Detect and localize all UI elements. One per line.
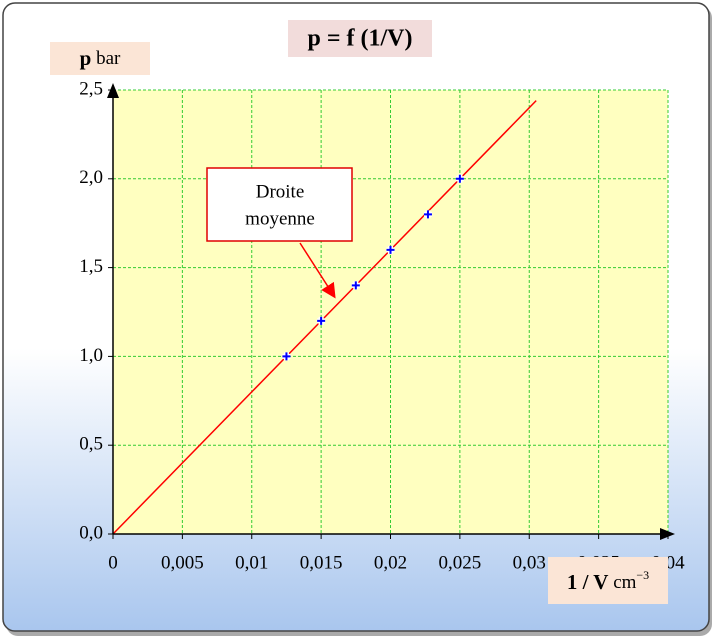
y-label-unit: bar	[96, 48, 121, 69]
x-label-symbol: 1 / V	[567, 570, 609, 594]
x-tick-label: 0,01	[235, 552, 268, 573]
point-cross	[351, 281, 360, 290]
y-tick-label: 0,0	[79, 522, 103, 543]
x-axis-label: 1 / V cm−3	[567, 568, 649, 594]
y-label-symbol: p	[80, 46, 92, 70]
fit-line	[112, 100, 537, 535]
annotation-box	[206, 167, 353, 242]
annotation-arrow	[299, 242, 336, 299]
y-tick-label: 1,5	[79, 256, 103, 277]
chart-title: p = f (1/V)	[308, 26, 413, 52]
x-tick-label: 0,02	[374, 552, 407, 573]
x-tick-label: 0	[108, 552, 118, 573]
data-point	[455, 174, 464, 183]
data-point	[282, 352, 291, 361]
x-tick-label: 0,005	[161, 552, 204, 573]
y-tick-label: 2,0	[79, 167, 103, 188]
title-box	[288, 20, 432, 57]
annotation-line: Droite	[256, 181, 305, 202]
annotation-line: moyenne	[245, 208, 315, 229]
x-label-unit: cm	[613, 572, 636, 593]
data-point	[317, 316, 326, 325]
x-tick-label: 0,03	[513, 552, 546, 573]
y-tick-label: 2,5	[79, 78, 103, 99]
data-point	[351, 281, 360, 290]
y-label-box	[50, 42, 150, 75]
x-tick-label: 0,015	[300, 552, 343, 573]
point-cross	[423, 210, 432, 219]
y-tick-label: 1,0	[79, 345, 103, 366]
x-label-box	[548, 557, 668, 604]
y-axis-label: p bar	[80, 46, 121, 70]
point-cross	[282, 352, 291, 361]
point-cross	[317, 316, 326, 325]
x-tick-label: 0,025	[439, 552, 482, 573]
x-label-exponent: −3	[636, 568, 649, 582]
point-cross	[455, 174, 464, 183]
y-tick-label: 0,5	[79, 434, 103, 455]
data-point	[386, 245, 395, 254]
point-cross	[386, 245, 395, 254]
data-point	[423, 210, 432, 219]
